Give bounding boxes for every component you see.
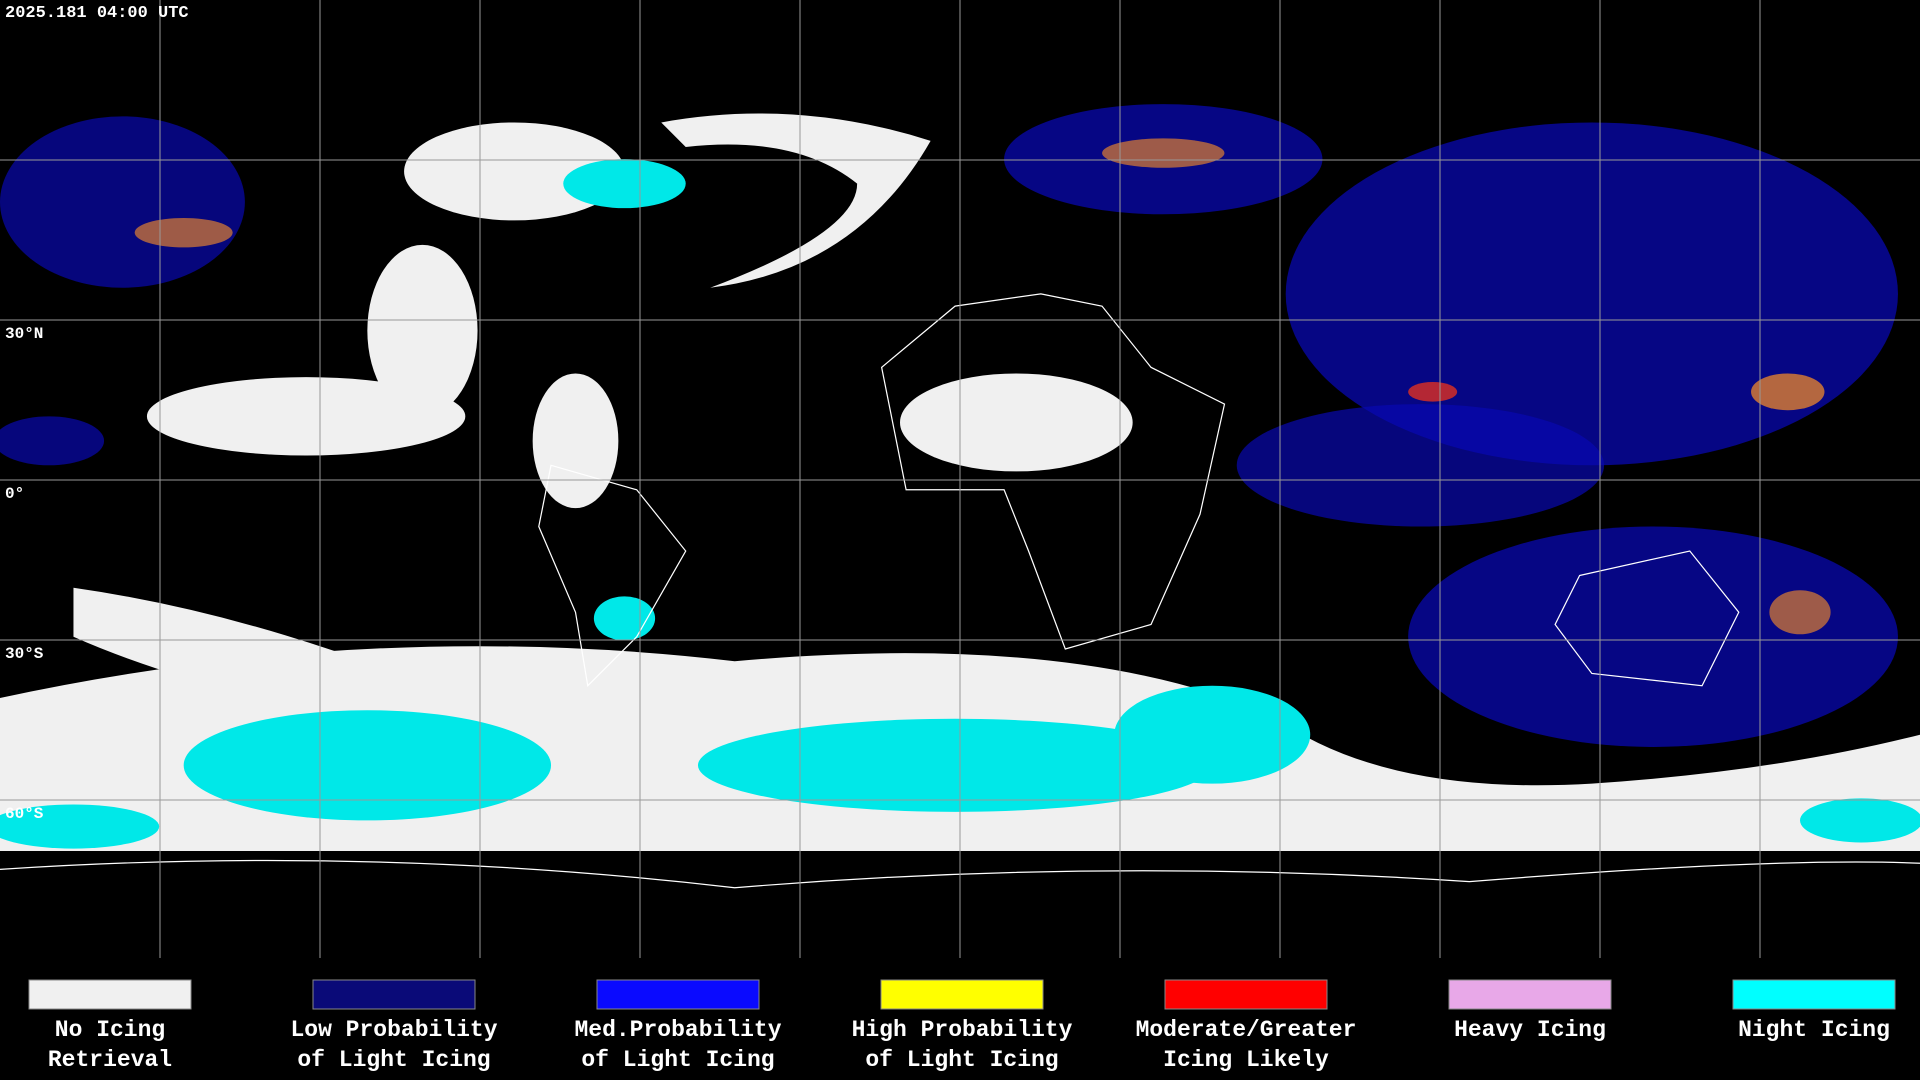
legend-label: of Light Icing [865,1047,1058,1073]
legend-label: Low Probability [290,1017,497,1043]
legend-label: Heavy Icing [1454,1017,1606,1043]
night-icing-patch [183,710,552,821]
graticule: 30°N 0° 30°S 60°S [0,0,1920,958]
latitude-label: 30°N [5,325,43,343]
legend-label: of Light Icing [581,1047,774,1073]
night-icing-patch [563,159,686,209]
coastline [538,464,687,687]
night-icing-patch [697,718,1213,812]
cloud-patch [146,377,466,456]
legend-label: No Icing [55,1017,165,1043]
cloud-arc [661,113,931,288]
legend-label: Icing Likely [1163,1047,1329,1073]
icing-spot [1769,590,1831,635]
low-probability-area [1285,122,1898,466]
legend-label: of Light Icing [297,1047,490,1073]
cloud-patch [367,244,478,417]
legend-label: Retrieval [48,1047,172,1073]
night-icing-patch [1800,798,1920,843]
low-probability-area [1236,404,1605,527]
latitude-label: 0° [5,485,24,503]
legend-swatch [28,979,192,1010]
low-probability-area [0,116,245,288]
icing-spot [134,217,233,248]
cloud-patch [73,587,429,723]
coastline [0,859,1920,889]
night-icing-patch [593,596,656,641]
legend-swatch [596,979,760,1010]
night-icing-patch [1114,685,1311,784]
night-icing-patch [0,804,160,849]
latitude-label: 60°S [5,805,44,823]
cloud-patch [900,373,1133,472]
icing-spot [1408,382,1458,402]
legend-label: Med.Probability [574,1017,781,1043]
legend: No Icing Retrieval Low Probability of Light… [28,979,1896,1073]
legend-label: Night Icing [1738,1017,1890,1043]
legend-swatch [1164,979,1328,1010]
legend-swatch [312,979,476,1010]
timestamp: 2025.181 04:00 UTC [5,4,189,23]
legend-label: Moderate/Greater [1136,1017,1357,1043]
icing-spot [1751,373,1825,411]
latitude-label: 30°S [5,645,44,663]
legend-swatch [1732,979,1896,1010]
coastline [1554,550,1740,687]
low-probability-area [1408,526,1898,747]
cloud-patch [532,373,619,509]
legend-label: High Probability [852,1017,1073,1043]
cloud-patch [404,122,625,221]
coastline [880,293,1226,650]
legend-swatch [880,979,1044,1010]
legend-background [0,958,1920,1080]
low-probability-area [0,416,105,466]
legend-swatch [1448,979,1612,1010]
